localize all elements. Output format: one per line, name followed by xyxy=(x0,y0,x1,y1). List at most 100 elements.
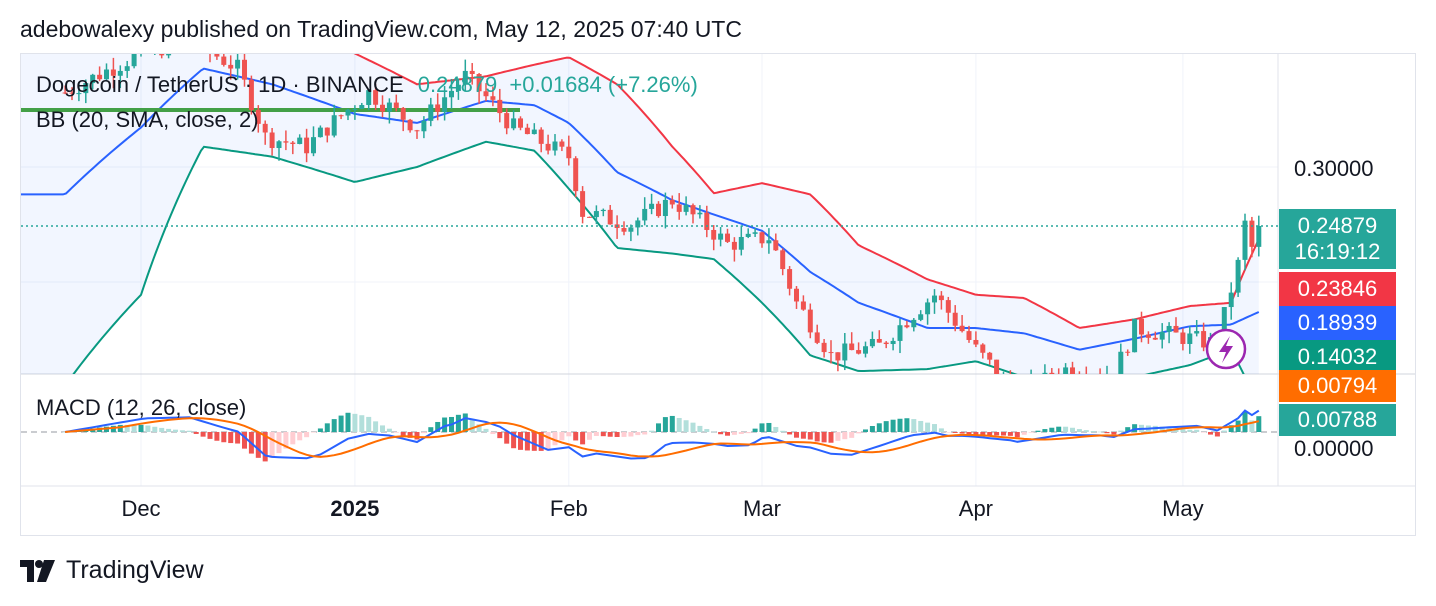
histogram-bar xyxy=(290,432,296,445)
candle xyxy=(531,129,537,135)
time-axis-label: Apr xyxy=(958,496,994,521)
histogram-bar xyxy=(959,432,965,434)
candle xyxy=(945,300,951,313)
candle xyxy=(1166,325,1172,332)
candle xyxy=(1118,351,1124,374)
histogram-bar xyxy=(573,432,579,441)
candle xyxy=(414,130,420,132)
candle xyxy=(925,302,931,315)
histogram-bar xyxy=(366,416,372,432)
histogram-bar xyxy=(676,417,682,432)
candle xyxy=(345,109,351,116)
candle xyxy=(635,220,641,228)
histogram-bar xyxy=(1173,428,1179,432)
candle xyxy=(131,54,137,67)
bb-legend[interactable]: BB (20, SMA, close, 2) xyxy=(36,107,259,132)
histogram-bar xyxy=(131,424,137,432)
histogram-bar xyxy=(373,421,379,432)
histogram-bar xyxy=(531,432,537,451)
candle xyxy=(1036,380,1041,390)
macd-tick: 0.00000 xyxy=(1294,436,1374,461)
histogram-bar xyxy=(331,419,337,432)
histogram-bar xyxy=(766,422,772,432)
candle xyxy=(573,158,579,192)
histogram-bar xyxy=(656,423,661,432)
candle xyxy=(607,209,613,225)
histogram-bar xyxy=(1201,432,1207,433)
candle xyxy=(166,54,172,56)
histogram-bar xyxy=(711,431,717,433)
histogram-bar xyxy=(800,432,806,439)
candle xyxy=(780,250,786,270)
last-price-value: 0.24879 xyxy=(1297,213,1378,238)
candle xyxy=(208,39,213,52)
histogram-bar xyxy=(759,423,765,432)
histogram-bar xyxy=(497,432,503,439)
histogram-bar xyxy=(849,432,855,438)
candle xyxy=(407,119,413,131)
candle xyxy=(366,90,372,106)
histogram-bar xyxy=(179,430,185,432)
chart-frame[interactable] xyxy=(20,53,1416,536)
bb-lower-badge: 0.14032 xyxy=(1279,340,1396,374)
macd-legend[interactable]: MACD (12, 26, close) xyxy=(36,395,247,420)
histogram-bar xyxy=(1083,430,1089,432)
candle xyxy=(124,66,130,71)
histogram-bar xyxy=(1070,427,1075,432)
candle xyxy=(1084,379,1089,382)
symbol-legend[interactable]: Dogecoin / TetherUS · 1D · BINANCE 0.248… xyxy=(36,72,698,98)
candle xyxy=(497,99,503,114)
candle xyxy=(62,92,68,94)
histogram-bar xyxy=(621,432,627,437)
legend-price: 0.24879 xyxy=(417,72,498,97)
candles xyxy=(62,39,1262,405)
candle xyxy=(1152,337,1158,340)
histogram-bar xyxy=(255,432,261,458)
histogram-bar xyxy=(780,430,786,432)
histogram-bar xyxy=(545,432,551,451)
candle xyxy=(932,295,937,303)
candle xyxy=(352,108,358,110)
histogram-bar xyxy=(738,432,744,434)
macd-signal-line xyxy=(65,417,1260,458)
lightning-icon[interactable] xyxy=(1205,328,1247,370)
histogram-bar xyxy=(1180,429,1186,432)
histogram-bar xyxy=(62,432,68,433)
candle xyxy=(504,113,510,129)
grid xyxy=(21,54,1278,486)
candle xyxy=(139,44,144,53)
candle xyxy=(1139,318,1144,335)
histogram-bar xyxy=(1014,432,1020,438)
histogram-bar xyxy=(338,415,344,432)
histogram-bar xyxy=(814,432,820,442)
histogram-bar xyxy=(200,432,206,437)
bar-countdown: 16:19:12 xyxy=(1294,239,1381,264)
candle xyxy=(745,233,751,237)
histogram-bar xyxy=(642,432,648,435)
histogram-bar xyxy=(1242,411,1248,432)
histogram-bar xyxy=(614,432,620,437)
histogram-bar xyxy=(580,432,586,445)
candle xyxy=(1056,378,1061,379)
candle xyxy=(1235,259,1241,293)
candle xyxy=(752,232,758,234)
candle xyxy=(973,339,979,345)
candle xyxy=(338,115,344,117)
macd-line-badge: 0.00788 xyxy=(1279,404,1396,436)
histogram-bar xyxy=(1028,432,1034,433)
histogram-bar xyxy=(1104,432,1110,434)
candle xyxy=(1256,226,1262,247)
candle xyxy=(69,92,75,94)
histogram-bar xyxy=(842,432,848,440)
candle xyxy=(1015,388,1020,405)
histogram-bar xyxy=(973,432,979,435)
histogram-bar xyxy=(945,432,951,433)
histogram-bar xyxy=(1021,432,1027,435)
candle xyxy=(918,314,924,320)
candle xyxy=(1180,332,1186,344)
histogram-bar xyxy=(890,419,896,432)
histogram-bar xyxy=(794,432,799,438)
histogram-bar xyxy=(386,428,392,432)
candle xyxy=(214,54,220,57)
